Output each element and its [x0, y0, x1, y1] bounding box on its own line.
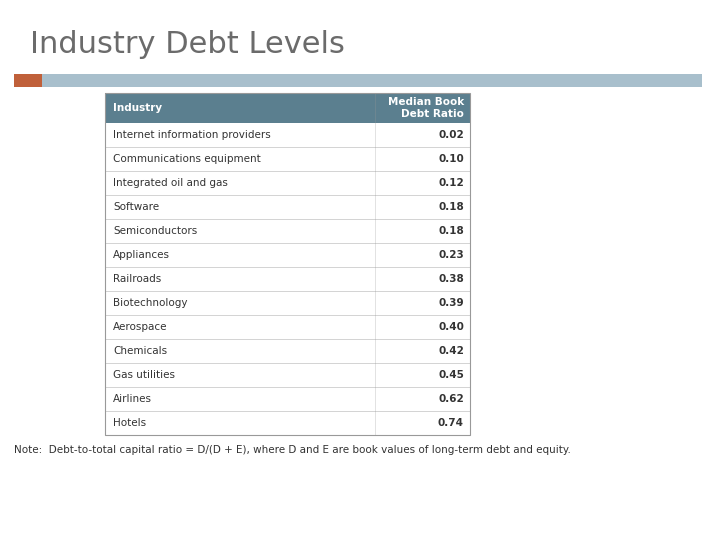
Text: Gas utilities: Gas utilities: [113, 370, 175, 380]
Text: Airlines: Airlines: [113, 394, 152, 404]
Text: Median Book
Debt Ratio: Median Book Debt Ratio: [388, 97, 464, 119]
Text: Railroads: Railroads: [113, 274, 161, 284]
Text: 0.23: 0.23: [438, 250, 464, 260]
Text: 0.40: 0.40: [438, 322, 464, 332]
Text: Biotechnology: Biotechnology: [113, 298, 187, 308]
Text: 0.18: 0.18: [438, 226, 464, 236]
Bar: [105, 93, 470, 123]
Bar: [105, 363, 470, 387]
Text: 0.45: 0.45: [438, 370, 464, 380]
Bar: [105, 123, 470, 147]
Text: Software: Software: [113, 202, 159, 212]
Bar: [42, 74, 702, 87]
Text: Industry Debt Levels: Industry Debt Levels: [30, 30, 345, 59]
Text: 0.18: 0.18: [438, 202, 464, 212]
Bar: [105, 243, 470, 267]
Text: 0.42: 0.42: [438, 346, 464, 356]
Bar: [105, 387, 470, 411]
Bar: [105, 147, 470, 171]
Bar: [105, 291, 470, 315]
Text: Aerospace: Aerospace: [113, 322, 168, 332]
Bar: [105, 219, 470, 243]
Text: Appliances: Appliances: [113, 250, 170, 260]
Text: 0.02: 0.02: [438, 130, 464, 140]
Bar: [105, 267, 470, 291]
Text: Industry: Industry: [113, 103, 162, 113]
Text: 0.12: 0.12: [438, 178, 464, 188]
Text: 0.62: 0.62: [438, 394, 464, 404]
Text: Semiconductors: Semiconductors: [113, 226, 197, 236]
Text: 0.10: 0.10: [438, 154, 464, 164]
Bar: [105, 195, 470, 219]
Text: Internet information providers: Internet information providers: [113, 130, 271, 140]
Text: 0.74: 0.74: [438, 418, 464, 428]
Text: Note:  Debt-to-total capital ratio = D/(D + E), where D and E are book values of: Note: Debt-to-total capital ratio = D/(D…: [14, 445, 571, 455]
Bar: [105, 339, 470, 363]
Text: 0.39: 0.39: [438, 298, 464, 308]
Bar: [105, 93, 470, 435]
Text: 0.38: 0.38: [438, 274, 464, 284]
Text: Communications equipment: Communications equipment: [113, 154, 261, 164]
Bar: [105, 171, 470, 195]
Bar: [105, 315, 470, 339]
Text: Chemicals: Chemicals: [113, 346, 167, 356]
Text: Integrated oil and gas: Integrated oil and gas: [113, 178, 228, 188]
Bar: [105, 411, 470, 435]
Bar: [14, 74, 42, 87]
Text: Hotels: Hotels: [113, 418, 146, 428]
